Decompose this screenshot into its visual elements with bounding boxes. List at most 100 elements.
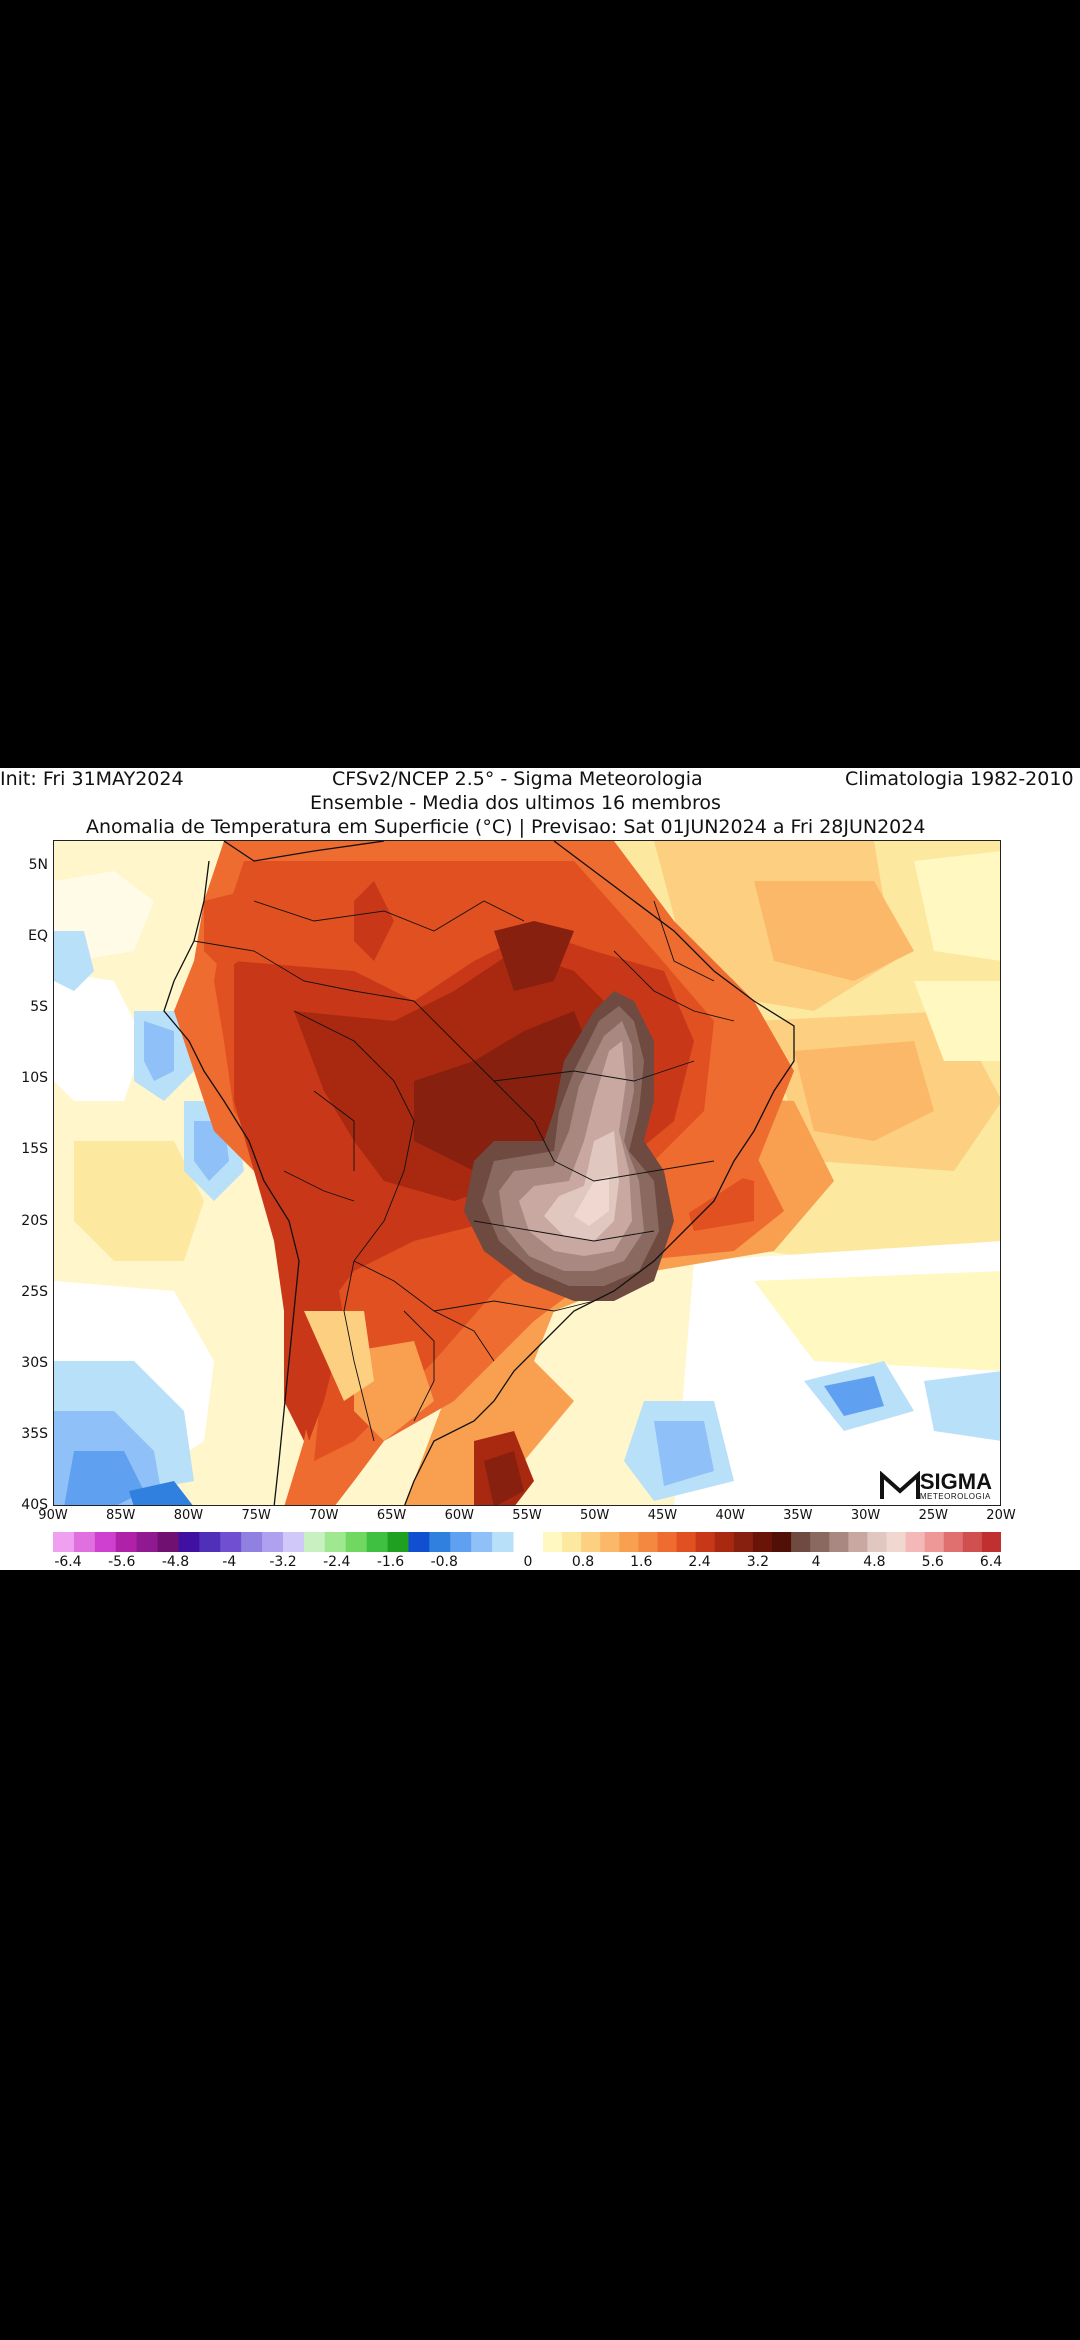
- lon-tick: 30W: [850, 1508, 881, 1523]
- colorbar-swatch: [619, 1532, 639, 1552]
- colorbar-swatch: [772, 1532, 792, 1552]
- colorbar-tick-label: 2.4: [688, 1554, 711, 1570]
- colorbar-swatch: [345, 1532, 368, 1552]
- colorbar-tick-label: -5.6: [108, 1554, 136, 1570]
- colorbar-swatch: [492, 1532, 514, 1552]
- colorbar-tick-label: -6.4: [54, 1554, 82, 1570]
- colorbar-swatch: [136, 1532, 159, 1552]
- colorbar-swatch: [73, 1532, 96, 1552]
- model-label: CFSv2/NCEP 2.5° - Sigma Meteorologia: [332, 768, 703, 790]
- colorbar-tick-label: 6.4: [979, 1554, 1003, 1570]
- lon-tick: 40W: [715, 1508, 745, 1523]
- lat-tick: 5S: [30, 999, 48, 1016]
- map-area: SIGMA METEOROLOGIA: [53, 840, 1001, 1506]
- colorbar-tick-label: -2.4: [323, 1554, 351, 1570]
- lon-tick: 55W: [512, 1508, 542, 1523]
- colorbar-tick-label: -3.2: [269, 1554, 297, 1570]
- colorbar-swatch: [676, 1532, 697, 1552]
- colorbar-tick-label: 4: [811, 1554, 821, 1570]
- colorbar-tick-label: 0.8: [571, 1554, 595, 1570]
- lon-tick: 85W: [106, 1508, 136, 1523]
- sigma-mark-icon: [879, 1471, 920, 1499]
- lat-tick: 25S: [21, 1283, 48, 1300]
- colorbar-swatch: [387, 1532, 409, 1552]
- lon-tick: 75W: [241, 1508, 271, 1523]
- colorbar-swatch: [303, 1532, 326, 1552]
- colorbar-swatch: [867, 1532, 887, 1552]
- colorbar-swatch: [943, 1532, 964, 1552]
- colorbar-swatch: [450, 1532, 472, 1552]
- logo-name: SIGMA: [919, 1468, 992, 1494]
- lon-tick: 25W: [918, 1508, 948, 1523]
- colorbar: [53, 1532, 1002, 1552]
- colorbar-swatch: [562, 1532, 582, 1552]
- colorbar-tick-label: 0: [523, 1554, 533, 1570]
- colorbar-swatch: [408, 1532, 430, 1552]
- colorbar-swatch: [638, 1532, 658, 1552]
- lon-tick: 80W: [173, 1508, 204, 1523]
- colorbar-swatch: [905, 1532, 926, 1552]
- colorbar-swatch: [94, 1532, 117, 1552]
- anomaly-map: [54, 841, 1000, 1505]
- lon-tick: 65W: [376, 1508, 407, 1523]
- colorbar-swatch: [924, 1532, 945, 1552]
- colorbar-swatch: [848, 1532, 868, 1552]
- lat-tick: EQ: [28, 928, 48, 945]
- ensemble-label: Ensemble - Media dos ultimos 16 membros: [310, 792, 721, 814]
- lat-tick: 20S: [21, 1212, 48, 1229]
- colorbar-swatch: [714, 1532, 735, 1552]
- colorbar-swatch: [733, 1532, 754, 1552]
- colorbar-swatch: [962, 1532, 983, 1552]
- colorbar-swatch: [157, 1532, 179, 1552]
- lat-tick: 10S: [21, 1070, 48, 1087]
- colorbar-tick-label: 3.2: [746, 1554, 769, 1570]
- colorbar-swatch: [178, 1532, 200, 1552]
- colorbar-swatch: [752, 1532, 773, 1552]
- colorbar-swatches: [53, 1532, 1002, 1552]
- colorbar-swatch: [981, 1532, 1002, 1552]
- colorbar-tick-label: 5.6: [921, 1554, 944, 1570]
- forecast-map-panel: Init: Fri 31MAY2024 CFSv2/NCEP 2.5° - Si…: [0, 768, 1080, 1570]
- logo-subtitle: METEOROLOGIA: [919, 1491, 991, 1501]
- lat-tick: 35S: [21, 1425, 48, 1442]
- colorbar-swatch: [324, 1532, 347, 1552]
- colorbar-swatch: [791, 1532, 811, 1552]
- lon-tick: 35W: [783, 1508, 813, 1523]
- colorbar-swatch: [886, 1532, 907, 1552]
- colorbar-swatch: [366, 1532, 389, 1552]
- lon-tick: 45W: [647, 1508, 678, 1523]
- lat-tick: 15S: [21, 1141, 48, 1158]
- lon-tick: 70W: [309, 1508, 339, 1523]
- colorbar-swatch: [241, 1532, 263, 1552]
- lon-tick: 50W: [580, 1508, 610, 1523]
- colorbar-tick-label: 4.8: [863, 1554, 886, 1570]
- colorbar-swatch: [471, 1532, 493, 1552]
- colorbar-swatch: [115, 1532, 138, 1552]
- lon-tick: 20W: [986, 1508, 1016, 1523]
- colorbar-tick-label: -4: [222, 1554, 237, 1570]
- colorbar-swatch: [829, 1532, 849, 1552]
- lon-tick: 60W: [444, 1508, 474, 1523]
- lon-tick: 90W: [38, 1508, 68, 1523]
- colorbar-tick-label: -0.8: [430, 1554, 458, 1570]
- colorbar-swatch: [695, 1532, 716, 1552]
- colorbar-swatch: [53, 1532, 75, 1552]
- colorbar-tick-label: 1.6: [630, 1554, 653, 1570]
- map-title: Anomalia de Temperatura em Superficie (°…: [86, 816, 926, 838]
- lat-tick: 40S: [21, 1497, 48, 1513]
- colorbar-swatch: [543, 1532, 563, 1552]
- colorbar-swatch: [657, 1532, 678, 1552]
- lat-tick: 30S: [21, 1354, 48, 1371]
- sigma-logo: SIGMA METEOROLOGIA: [879, 1468, 992, 1501]
- init-date-label: Init: Fri 31MAY2024: [0, 768, 184, 790]
- colorbar-tick-label: -1.6: [376, 1554, 405, 1570]
- colorbar-swatch: [600, 1532, 620, 1552]
- colorbar-swatch: [581, 1532, 601, 1552]
- colorbar-tick-label: -4.8: [161, 1554, 190, 1570]
- colorbar-swatch: [283, 1532, 305, 1552]
- colorbar-swatch: [220, 1532, 242, 1552]
- colorbar-swatch: [429, 1532, 451, 1552]
- colorbar-swatch: [199, 1532, 221, 1552]
- lat-tick: 5N: [28, 857, 48, 873]
- colorbar-swatch: [262, 1532, 284, 1552]
